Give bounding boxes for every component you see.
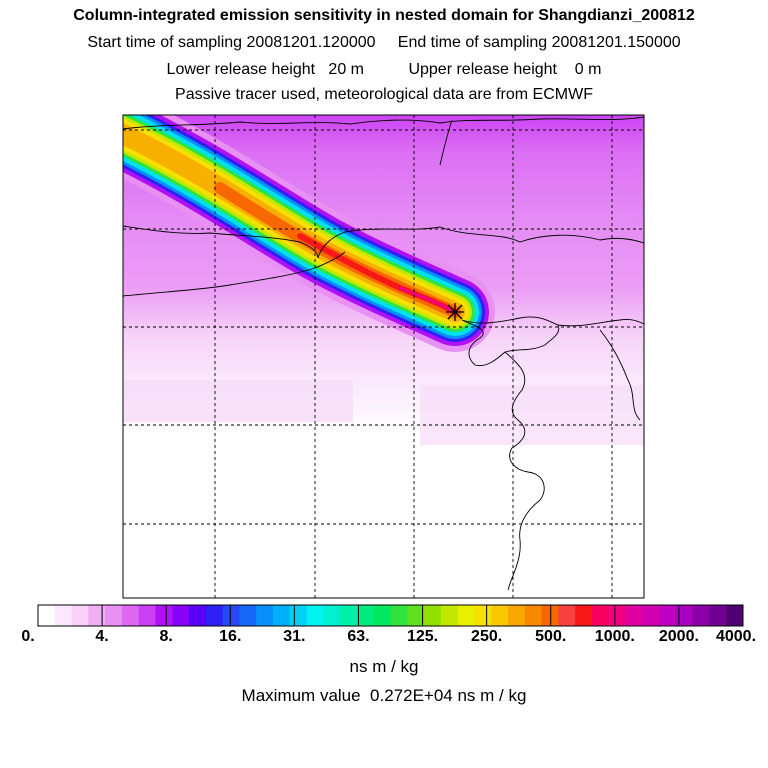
colorbar-swatch xyxy=(424,605,442,626)
colorbar-tick-label: 63. xyxy=(347,628,370,645)
colorbar-swatch xyxy=(575,605,593,626)
release-height-line: Lower release height 20 m Upper release … xyxy=(166,61,602,78)
colorbar-swatch xyxy=(121,605,140,626)
colorbar-tick-label: 31. xyxy=(283,628,306,645)
colorbar-tick-label: 500. xyxy=(535,628,567,645)
colorbar-swatch xyxy=(155,605,173,626)
colorbar-swatch xyxy=(71,605,89,626)
colorbar-swatch xyxy=(222,605,240,626)
colorbar-swatch xyxy=(608,605,626,626)
colorbar-swatch xyxy=(54,605,72,626)
sampling-time-line: Start time of sampling 20081201.120000 E… xyxy=(87,34,681,51)
colorbar-tick-label: 2000. xyxy=(658,628,699,645)
tracer-info-line: Passive tracer used, meteorological data… xyxy=(175,86,593,103)
southern-pale-patch xyxy=(123,380,353,422)
colorbar-swatch xyxy=(692,605,710,626)
colorbar-swatch xyxy=(38,605,56,626)
colorbar-swatch xyxy=(306,605,324,626)
colorbar-swatch xyxy=(205,605,224,626)
colorbar-tick-label: 4. xyxy=(95,628,109,645)
colorbar-tick-label: 0. xyxy=(21,628,35,645)
colorbar-swatch xyxy=(508,605,526,626)
colorbar-swatch xyxy=(373,605,391,626)
colorbar-swatch xyxy=(88,605,106,626)
colorbar-swatch xyxy=(675,605,694,626)
colorbar-tick-label: 16. xyxy=(219,628,242,645)
colorbar-swatch xyxy=(642,605,660,626)
colorbar-tick-label: 250. xyxy=(471,628,503,645)
maximum-value-label: Maximum value 0.272E+04 ns m / kg xyxy=(241,686,527,705)
colorbar-swatch xyxy=(390,605,408,626)
plot-frame xyxy=(122,114,645,599)
colorbar-swatch xyxy=(625,605,643,626)
colorbar-swatch xyxy=(407,605,425,626)
grid-lines xyxy=(123,115,644,598)
colorbar-swatch xyxy=(726,605,744,626)
colorbar-tick-label: 8. xyxy=(159,628,173,645)
colorbar-frame xyxy=(37,604,744,627)
colorbar-tick-label: 1000. xyxy=(594,628,635,645)
colorbar-unit-label: ns m / kg xyxy=(349,657,419,676)
colorbar-swatch xyxy=(256,605,274,626)
colorbar-swatch xyxy=(558,605,576,626)
emission-plume xyxy=(123,115,495,352)
colorbar-tick-label: 4000. xyxy=(715,628,757,645)
colorbar-swatch xyxy=(239,605,257,626)
coastline-borders xyxy=(123,116,644,591)
colorbar-swatch xyxy=(138,605,156,626)
colorbar-swatch xyxy=(323,605,341,626)
colorbar-swatch xyxy=(172,605,190,626)
colorbar-swatch xyxy=(340,605,358,626)
colorbar-swatch xyxy=(659,605,677,626)
colorbar-swatch xyxy=(491,605,509,626)
colorbar-swatch xyxy=(273,605,291,626)
colorbar-swatch xyxy=(105,605,123,626)
colorbar-tick-label: 125. xyxy=(406,628,439,645)
colorbar-swatch xyxy=(474,605,492,626)
colorbar xyxy=(37,604,744,627)
colorbar-swatch xyxy=(591,605,610,626)
colorbar-swatch xyxy=(524,605,542,626)
colorbar-swatch xyxy=(356,605,375,626)
chart-title: Column-integrated emission sensitivity i… xyxy=(73,7,695,24)
colorbar-swatch xyxy=(709,605,727,626)
colorbar-swatch xyxy=(440,605,459,626)
colorbar-swatch xyxy=(289,605,307,626)
receptor-marker xyxy=(446,303,464,321)
southern-pale-patch-2 xyxy=(420,385,644,445)
colorbar-swatch xyxy=(541,605,559,626)
colorbar-swatch xyxy=(457,605,475,626)
colorbar-swatch xyxy=(189,605,207,626)
